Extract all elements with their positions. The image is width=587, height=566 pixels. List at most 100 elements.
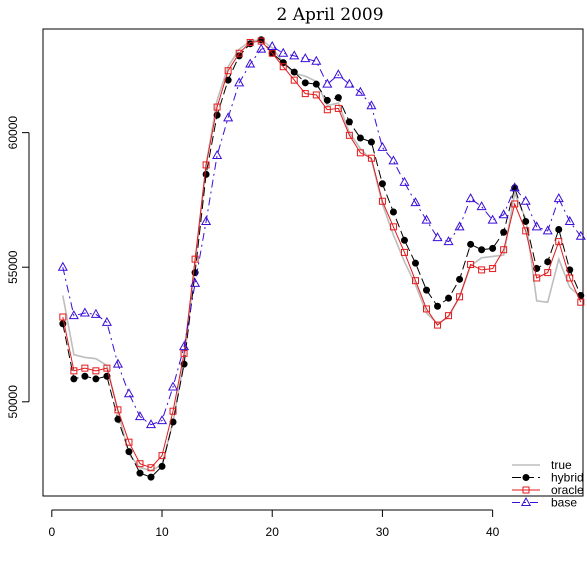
point-oracle [103,364,111,372]
point-hybrid [478,246,486,254]
point-oracle [356,149,364,157]
point-base [476,201,487,211]
point-base [289,50,300,60]
point-hybrid [312,80,320,88]
point-base [322,78,333,88]
point-oracle [555,238,563,246]
point-base [564,215,575,225]
point-base [201,215,212,225]
point-oracle [290,76,298,84]
series-layer [57,36,586,481]
point-hybrid [400,236,408,244]
y-axis: 50000 55000 60000 [6,116,30,418]
point-oracle [334,104,342,112]
point-base [344,78,355,88]
point-base [190,277,201,287]
point-base [223,112,234,122]
point-base [498,209,509,219]
point-oracle [544,269,552,277]
point-base [443,236,454,246]
point-oracle [235,49,243,57]
point-oracle [456,293,464,301]
point-hybrid [92,375,100,383]
point-oracle [566,274,574,282]
series-true [62,38,582,472]
point-hybrid [356,134,364,142]
point-hybrid [125,448,133,456]
point-hybrid [290,68,298,76]
point-oracle [136,460,144,468]
point-base [112,358,123,368]
point-base [245,58,256,68]
point-oracle [389,223,397,231]
point-oracle [423,305,431,313]
point-hybrid [423,286,431,294]
point-hybrid [323,96,331,104]
x-tick-label: 0 [48,525,55,539]
point-oracle [125,438,133,446]
legend-label-oracle: oracle [551,483,584,497]
point-base [68,310,79,320]
legend-item-hybrid: hybrid [512,471,584,485]
point-base [333,69,344,79]
point-base [101,316,112,326]
point-hybrid [378,180,386,188]
point-hybrid [158,462,166,470]
point-base [311,55,322,65]
point-base [377,141,388,151]
series-oracle [59,37,585,472]
point-oracle [400,248,408,256]
point-oracle [147,464,155,472]
point-base [145,419,157,429]
x-tick-label: 40 [486,525,500,539]
point-base [167,381,179,391]
point-base [366,100,377,110]
point-oracle [500,246,508,254]
x-axis: 0 10 20 30 40 [48,509,500,539]
point-oracle [169,407,177,415]
point-base [57,261,68,271]
point-base [487,214,498,224]
legend-marker-hybrid [522,474,530,481]
point-oracle [180,349,188,357]
point-hybrid [456,275,464,283]
point-base [179,341,190,351]
point-base [134,411,146,421]
point-base [520,195,531,205]
point-base [410,197,421,207]
point-oracle [114,406,122,414]
legend-item-oracle: oracle [512,483,584,497]
point-hybrid [345,118,353,126]
point-base [234,77,245,87]
point-base [421,214,432,224]
point-oracle [522,227,530,235]
plot-frame [42,28,584,497]
x-tick-label: 30 [376,525,390,539]
point-base [575,230,586,240]
point-oracle [467,261,475,269]
point-oracle [533,274,541,282]
legend-item-base: base [512,496,577,510]
point-hybrid [136,469,144,477]
y-tick-label: 60000 [6,116,20,150]
point-oracle [202,161,210,169]
x-tick-label: 20 [266,525,280,539]
point-hybrid [555,226,563,234]
point-base [531,221,542,231]
point-hybrid [434,302,442,310]
series-base [57,40,586,429]
legend-label-true: true [551,458,572,472]
point-oracle [367,154,375,162]
point-oracle [511,200,519,208]
point-hybrid [81,372,89,380]
point-hybrid [445,294,453,302]
point-base [79,307,90,317]
point-oracle [577,298,585,306]
point-oracle [301,90,309,98]
point-hybrid [544,258,552,266]
point-hybrid [301,79,309,87]
legend-marker-oracle [522,486,530,494]
point-hybrid [489,244,497,252]
